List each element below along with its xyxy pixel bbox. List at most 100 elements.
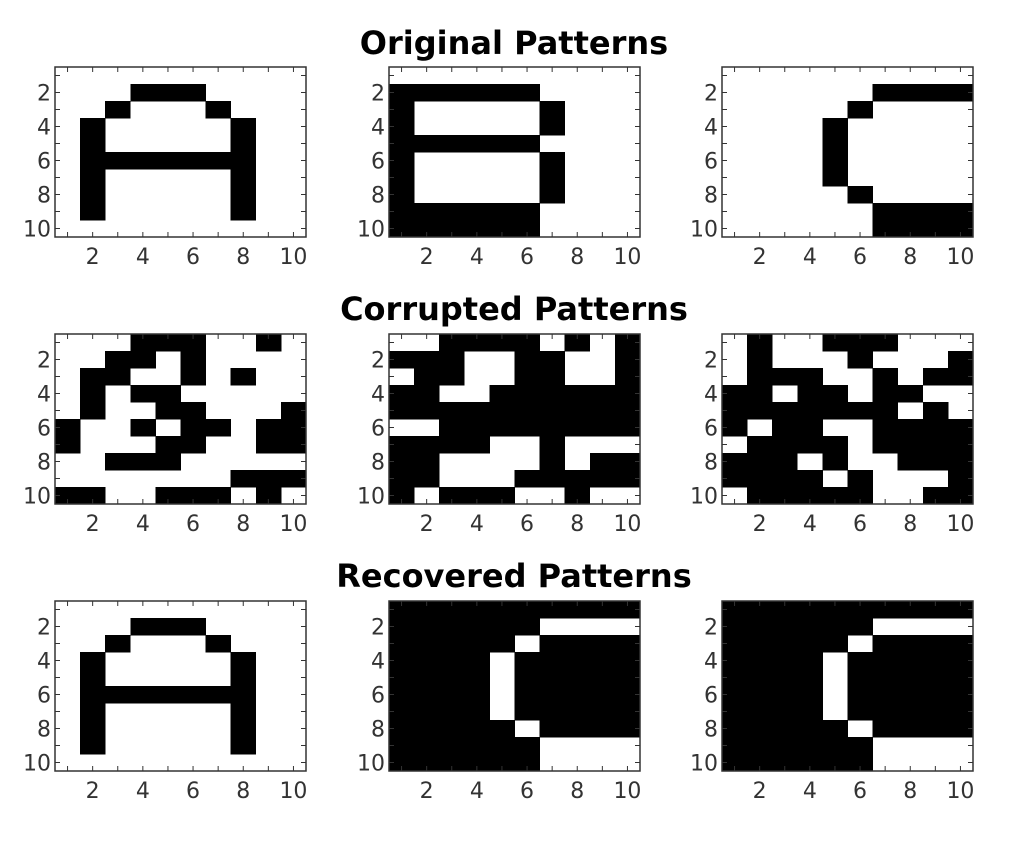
pattern-cell: [772, 686, 798, 704]
pattern-cell: [922, 436, 949, 454]
pattern-cell: [389, 601, 415, 619]
pattern-cell: [897, 203, 924, 221]
pattern-cell: [847, 669, 873, 687]
pattern-cell: [614, 703, 641, 721]
pattern-cell: [564, 652, 591, 670]
pattern-cell: [872, 84, 899, 102]
pattern-cell: [797, 487, 823, 505]
pattern-cell: [180, 84, 206, 102]
pattern-cell: [772, 737, 798, 755]
pattern-cell: [80, 186, 106, 204]
pattern-panel: 2 4 6 8 10 2 4 6 8 10: [23, 333, 307, 537]
pattern-cell: [514, 334, 540, 352]
pattern-panel: 2 4 6 8 10 2 4 6 8 10: [23, 600, 307, 804]
pattern-cell: [439, 686, 465, 704]
pattern-cell: [180, 419, 206, 437]
pattern-cell: [847, 652, 873, 670]
pattern-cell: [539, 720, 566, 738]
pattern-cell: [539, 118, 566, 136]
y-tick-label: 6: [37, 150, 51, 175]
pattern-cell: [947, 652, 974, 670]
pattern-cell: [539, 436, 566, 454]
pattern-cell: [255, 470, 282, 488]
pattern-cell: [389, 402, 415, 420]
pattern-cell: [747, 436, 773, 454]
pattern-cell: [614, 470, 641, 488]
x-tick-label: 8: [236, 245, 250, 270]
x-tick-label: 2: [420, 245, 434, 270]
pattern-cell: [872, 601, 899, 619]
pattern-cell: [797, 385, 823, 403]
x-tick-label: 6: [186, 245, 200, 270]
pattern-cell: [822, 754, 848, 772]
pattern-cell: [205, 419, 232, 437]
x-tick-label: 6: [520, 512, 534, 537]
y-tick-label: 8: [704, 718, 718, 743]
pattern-cell: [180, 487, 206, 505]
pattern-cell: [80, 402, 106, 420]
x-tick-label: 2: [420, 779, 434, 804]
pattern-cell: [614, 635, 641, 653]
pattern-cell: [847, 101, 873, 119]
pattern-cell: [589, 652, 616, 670]
x-tick-label: 10: [613, 779, 641, 804]
pattern-cell: [947, 601, 974, 619]
pattern-cell: [539, 419, 566, 437]
pattern-cell: [180, 402, 206, 420]
pattern-panel: 2 4 6 8 10 2 4 6 8 10: [690, 333, 974, 537]
y-tick-label: 10: [357, 752, 385, 777]
pattern-cell: [180, 436, 206, 454]
pattern-cell: [389, 84, 415, 102]
pattern-cell: [747, 334, 773, 352]
pattern-cell: [772, 601, 798, 619]
pattern-cell: [414, 470, 440, 488]
pattern-cell: [489, 84, 515, 102]
pattern-cell: [947, 220, 974, 238]
pattern-cell: [489, 618, 515, 636]
y-tick-label: 8: [37, 451, 51, 476]
x-tick-label: 10: [946, 779, 974, 804]
pattern-cell: [80, 135, 106, 153]
x-tick-label: 4: [136, 512, 150, 537]
pattern-cell: [230, 203, 257, 221]
pattern-cell: [614, 686, 641, 704]
x-tick-label: 2: [753, 512, 767, 537]
pattern-cell: [489, 135, 515, 153]
pattern-cell: [772, 703, 798, 721]
pattern-cell: [564, 703, 591, 721]
y-tick-label: 4: [37, 116, 51, 141]
pattern-cell: [414, 351, 440, 369]
x-tick-label: 6: [520, 779, 534, 804]
pattern-cell: [922, 720, 949, 738]
pattern-cell: [722, 754, 748, 772]
pattern-cell: [747, 703, 773, 721]
pattern-cell: [722, 385, 748, 403]
pattern-cell: [897, 220, 924, 238]
y-tick-label: 4: [371, 383, 385, 408]
pattern-cell: [872, 436, 899, 454]
pattern-cell: [514, 669, 540, 687]
pattern-cell: [589, 703, 616, 721]
pattern-cell: [922, 220, 949, 238]
pattern-cell: [230, 135, 257, 153]
pattern-cell: [255, 436, 282, 454]
pattern-cell: [847, 737, 873, 755]
pattern-cell: [797, 754, 823, 772]
pattern-cell: [230, 152, 257, 170]
pattern-cell: [797, 737, 823, 755]
pattern-cell: [389, 436, 415, 454]
pattern-cell: [230, 368, 257, 386]
pattern-cell: [464, 419, 490, 437]
pattern-cell: [747, 402, 773, 420]
pattern-cell: [722, 720, 748, 738]
pattern-panel: 2 4 6 8 10 2 4 6 8 10: [23, 66, 307, 270]
pattern-cell: [464, 436, 490, 454]
pattern-cell: [389, 635, 415, 653]
y-tick-label: 6: [704, 417, 718, 442]
pattern-cell: [489, 385, 515, 403]
pattern-cell: [389, 669, 415, 687]
pattern-cell: [872, 703, 899, 721]
pattern-cell: [464, 402, 490, 420]
pattern-panel: 2 4 6 8 10 2 4 6 8 10: [357, 66, 641, 270]
x-tick-label: 4: [803, 779, 817, 804]
